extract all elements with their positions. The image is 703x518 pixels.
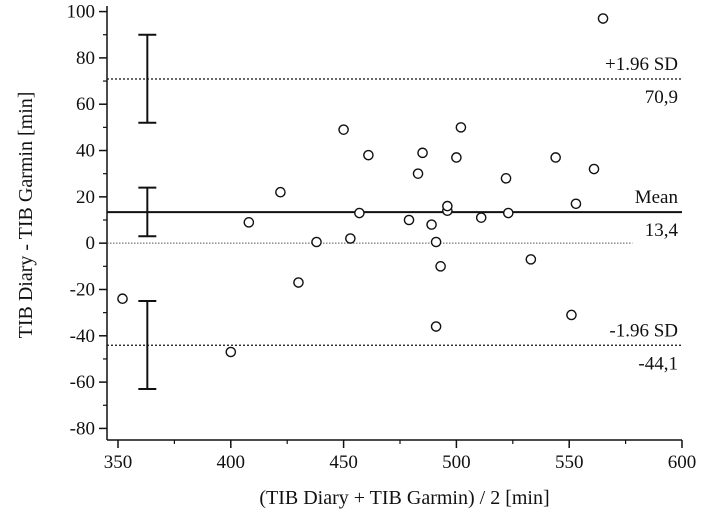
axes: -80 -60 -40 -20 0 20 40 60 80 100 350 400 450 500 550 6…: [67, 2, 697, 473]
data-point: [430, 321, 442, 332]
x-tick-label: 450: [329, 452, 358, 473]
data-point: [426, 219, 437, 230]
y-tick-label: -60: [70, 372, 95, 393]
confidence-interval-bars: [138, 33, 157, 391]
data-point: [117, 293, 128, 305]
data-point: [525, 254, 537, 265]
x-tick-label: 350: [104, 452, 133, 473]
data-point: [451, 152, 462, 163]
mean-value: 13,4: [645, 220, 679, 241]
x-tick-label: 400: [217, 452, 246, 473]
y-tick-label: 80: [76, 48, 95, 69]
lower-loa-label: -1.96 SD: [609, 320, 678, 341]
annotations: +1.96 SD 70,9 Mean 13,4 -1.96 SD -44,1: [605, 54, 679, 374]
data-point: [502, 207, 514, 219]
y-tick-label: -80: [70, 418, 95, 439]
upper-loa-value: 70,9: [645, 87, 678, 108]
reference-lines: [107, 78, 682, 346]
data-point: [225, 346, 237, 358]
data-point: [243, 217, 255, 228]
y-tick-label: 0: [86, 233, 96, 254]
y-tick-label: -20: [70, 279, 95, 300]
data-point: [588, 163, 600, 175]
data-point: [363, 149, 374, 161]
data-point: [550, 152, 561, 163]
data-point: [500, 173, 512, 184]
data-point: [354, 207, 365, 219]
y-axis-title: TIB Diary - TIB Garmin [min]: [15, 92, 37, 339]
mean-label: Mean: [635, 187, 679, 208]
data-point: [345, 233, 356, 244]
data-point: [442, 200, 453, 212]
data-point: [430, 236, 442, 248]
data-point: [597, 13, 609, 24]
data-point: [435, 261, 446, 272]
data-point: [403, 214, 415, 226]
data-point: [570, 198, 582, 210]
data-point: [455, 122, 467, 133]
data-point: [293, 277, 304, 288]
data-point: [417, 147, 428, 159]
y-tick-label: 60: [76, 94, 95, 115]
x-tick-label: 600: [668, 452, 697, 473]
lower-loa-value: -44,1: [638, 353, 678, 374]
data-point: [566, 309, 577, 321]
data-point: [475, 212, 487, 223]
data-point: [275, 186, 286, 198]
x-tick-label: 550: [555, 452, 584, 473]
data-point: [412, 168, 424, 179]
y-tick-label: -40: [70, 326, 95, 347]
y-tick-label: 100: [67, 2, 96, 23]
y-tick-label: 20: [76, 187, 95, 208]
x-tick-label: 500: [442, 452, 471, 473]
y-tick-label: 40: [76, 141, 95, 162]
x-axis-title: (TIB Diary + TIB Garmin) / 2 [min]: [259, 487, 549, 509]
data-point: [311, 236, 322, 248]
upper-loa-label: +1.96 SD: [605, 54, 678, 75]
data-point: [338, 124, 349, 135]
data-points: [117, 13, 609, 358]
